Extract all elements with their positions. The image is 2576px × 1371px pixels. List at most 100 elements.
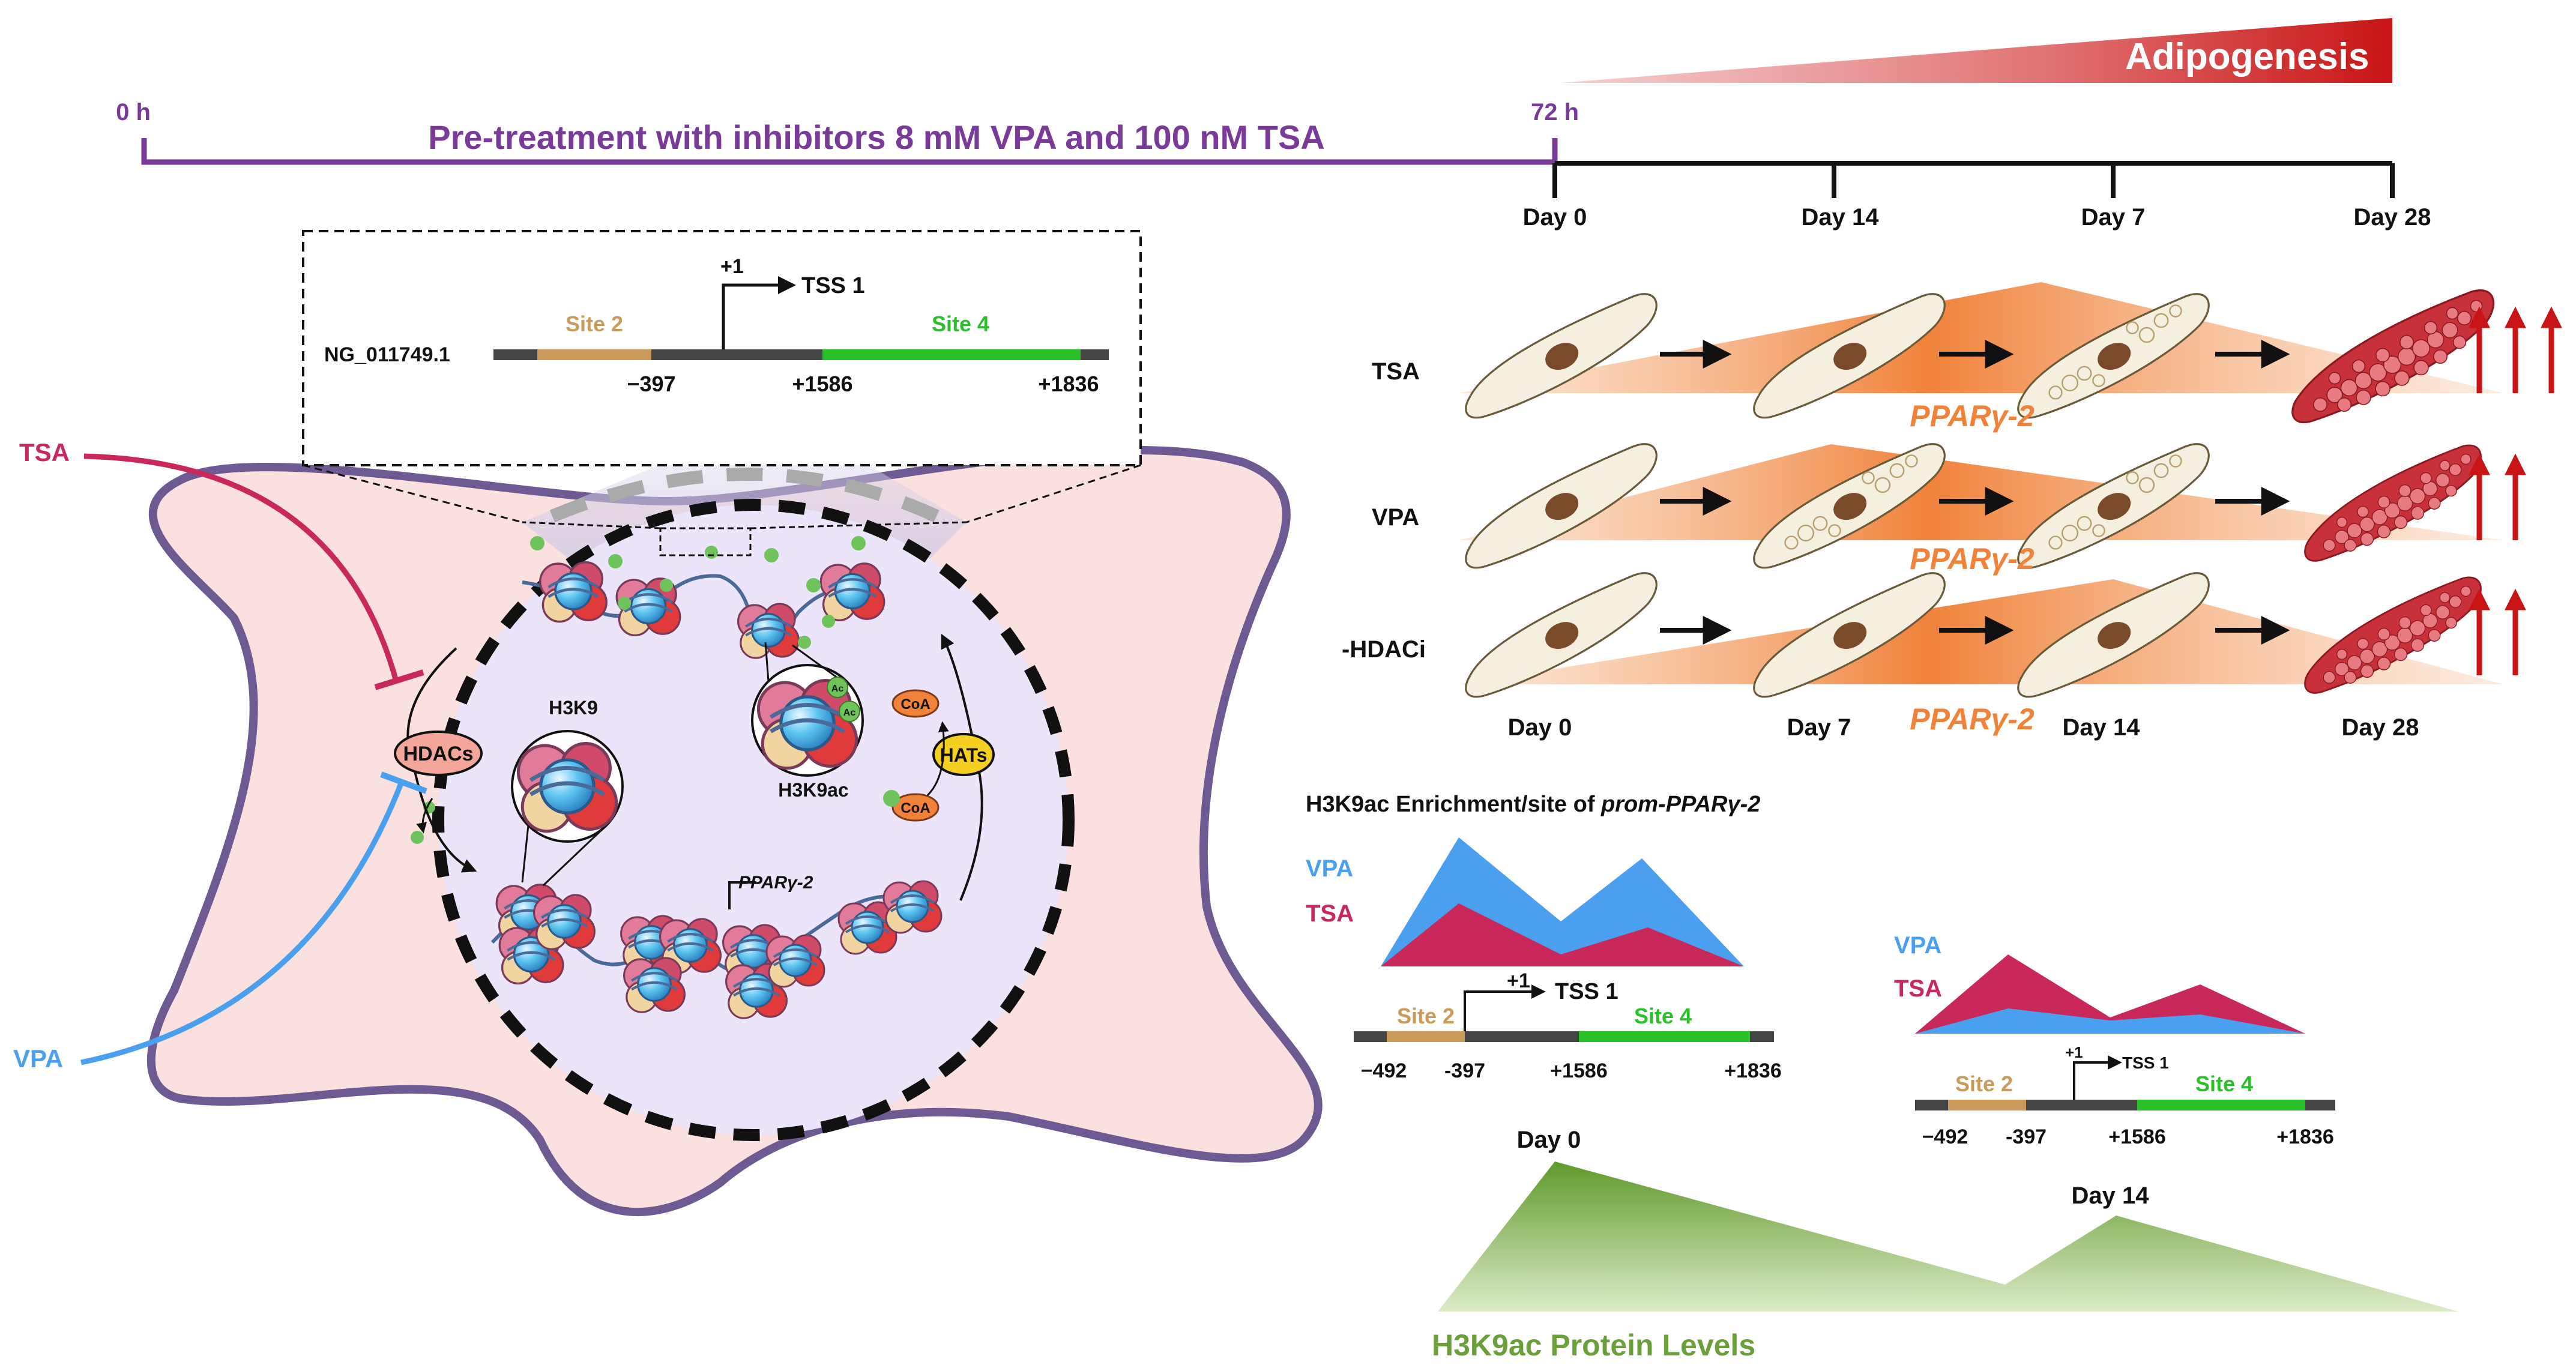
diff-row-tsa: TSA PPARγ-2 (1372, 282, 2551, 433)
pretreatment-bar (141, 138, 1558, 165)
start-time-label: 0 h (116, 99, 151, 125)
nucleosome (821, 564, 884, 621)
position-label: +1836 (1038, 372, 1099, 396)
vpa-enrichment-area-b (1915, 1008, 2305, 1034)
site2-label: Site 2 (1955, 1071, 2013, 1096)
nucleosome (765, 934, 825, 988)
site4-region (2137, 1100, 2305, 1110)
mid-time-label: 72 h (1531, 99, 1579, 125)
hats-label: HATs (940, 744, 988, 766)
vpa-legend: VPA (1894, 932, 1941, 959)
acetyl-label: Ac (831, 684, 844, 694)
preadipocyte-cell (1465, 293, 1658, 419)
hats-enzyme (932, 733, 995, 776)
coa-top (891, 689, 940, 718)
nucleosome (540, 562, 606, 622)
tss-plus-label: +1 (720, 255, 744, 278)
tss-label: TSS 1 (801, 273, 865, 298)
vpa-inhibition-line (80, 779, 405, 1065)
nucleosome (837, 901, 897, 955)
position-label: −492 (1361, 1059, 1407, 1082)
tss-plus-label: +1 (2065, 1043, 2083, 1061)
day-tick-label: Day 28 (2354, 204, 2431, 231)
position-label: +1836 (1724, 1059, 1782, 1082)
row-label: -HDACi (1342, 636, 1426, 663)
day-tick-label: Day 0 (1523, 204, 1587, 231)
differentiation-panel: TSA PPARγ-2 VPA PPARγ-2 (1342, 282, 2551, 741)
pparg-promoter-arrow (728, 881, 756, 909)
site4-region (1579, 1031, 1750, 1042)
h3k9-label: H3K9 (549, 697, 598, 719)
mature-adipocyte (2304, 444, 2482, 562)
acetyl-group (827, 676, 848, 698)
site2-label: Site 2 (1397, 1004, 1455, 1028)
site2-region (1387, 1031, 1465, 1042)
protein-levels: H3K9ac Protein Levels (1432, 1162, 2458, 1362)
site2-label: Site 2 (566, 312, 623, 336)
site4-label: Site 4 (932, 312, 989, 336)
nucleosome (624, 958, 685, 1012)
acetyl-dot (883, 790, 900, 807)
nuclear-pore-arc (549, 468, 940, 523)
position-label: −492 (1922, 1125, 1968, 1148)
site4-label: Site 4 (2195, 1071, 2253, 1096)
position-label: +1586 (2108, 1125, 2166, 1148)
h3k9ac-label: H3K9ac (778, 779, 848, 801)
row-day-label: Day 14 (2063, 714, 2141, 741)
site4-label: Site 4 (1634, 1004, 1692, 1028)
protein-level-area (1438, 1162, 2458, 1312)
vpa-label: VPA (13, 1044, 63, 1073)
pparg-label: PPARγ-2 (1910, 399, 2035, 433)
hdacs-label: HDACs (403, 743, 473, 765)
tss-arrow (1464, 984, 1546, 1031)
adipogenesis-label: Adipogenesis (2125, 36, 2369, 77)
tss-label: TSS 1 (2122, 1053, 2169, 1072)
position-label: +1586 (792, 372, 852, 396)
tss-arrow (2073, 1055, 2122, 1100)
acetyl-group (839, 701, 860, 722)
accession-label: NG_011749.1 (324, 343, 450, 366)
pparg-label: PPARγ-2 (1910, 702, 2035, 736)
tsa-label: TSA (19, 438, 70, 466)
pparg-wedge (1459, 444, 2503, 540)
enrichment-title: H3K9ac Enrichment/site of prom-PPARγ-2 (1306, 792, 1760, 817)
diff-row-hdaci: -HDACi PPARγ-2 (1342, 572, 2515, 736)
site2-region (537, 349, 651, 360)
day0-label: Day 0 (1517, 1127, 1581, 1153)
position-label: -397 (2006, 1125, 2047, 1148)
position-label: -397 (1444, 1059, 1485, 1082)
nucleosome (534, 895, 595, 949)
position-label: −397 (627, 372, 675, 396)
pretreatment-label: Pre-treatment with inhibitors 8 mM VPA a… (428, 118, 1325, 156)
row-label: TSA (1372, 358, 1420, 385)
coa-label: CoA (900, 800, 930, 816)
nucleus (432, 499, 1075, 1141)
vpa-legend: VPA (1306, 855, 1353, 882)
day-tick-label: Day 14 (1802, 204, 1880, 231)
gene-inset: NG_011749.1 Site 2 Site 4 +1 TSS 1 −397 … (302, 230, 1142, 556)
tss-plus-label: +1 (1507, 969, 1530, 992)
day-tick-label: Day 7 (2081, 204, 2146, 231)
position-label: +1586 (1550, 1059, 1608, 1082)
diff-row-vpa: VPA PPARγ-2 (1372, 443, 2515, 576)
tsa-enrichment-area (1381, 903, 1744, 966)
adipogenesis-wedge (1561, 18, 2392, 83)
tsa-legend: TSA (1894, 975, 1942, 1002)
row-day-label: Day 7 (1787, 714, 1851, 741)
timeline: Adipogenesis 0 h Pre-treatment with inhi… (116, 18, 2431, 231)
hdacs-enzyme (394, 731, 483, 776)
pparg-gene-label: PPARγ-2 (738, 873, 813, 893)
row-day-label: Day 0 (1508, 714, 1572, 741)
row-day-label: Day 28 (2342, 714, 2419, 741)
coa-label: CoA (900, 696, 930, 713)
row-label: VPA (1372, 504, 1419, 531)
enrichment-panel: H3K9ac Enrichment/site of prom-PPARγ-2 V… (1306, 792, 2335, 1209)
coa-bottom (891, 793, 940, 822)
tss-label: TSS 1 (1555, 979, 1618, 1004)
protein-level-label: H3K9ac Protein Levels (1432, 1328, 1755, 1362)
tss-arrow (722, 276, 796, 349)
tsa-legend: TSA (1306, 900, 1354, 927)
cell-illustration: H3K9 Ac Ac H3K9ac PPARγ-2 HDACs HATs CoA… (13, 414, 1323, 1217)
site4-region (822, 349, 1081, 360)
